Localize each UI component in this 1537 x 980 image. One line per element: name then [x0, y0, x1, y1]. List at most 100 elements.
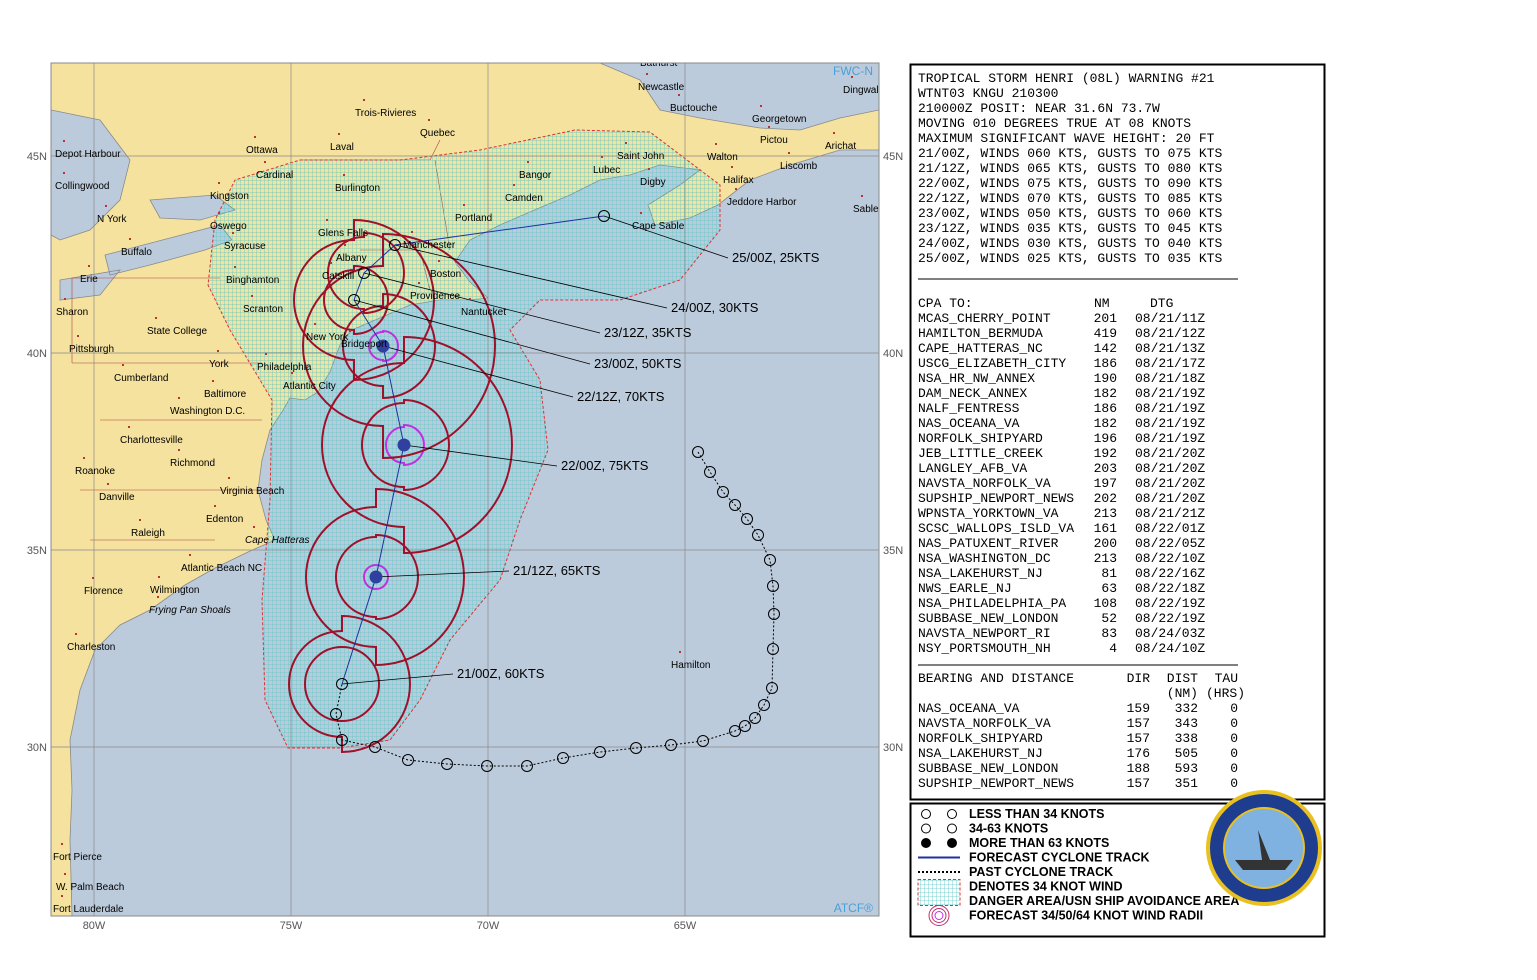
past-point: [594, 746, 606, 758]
place-dot: [105, 205, 107, 207]
panel-text: NAVSTA_NORFOLK_VA: [918, 716, 1051, 731]
place-label: Walton: [707, 152, 738, 163]
lon-label: 70W: [477, 920, 500, 932]
panel-text: 52: [1101, 611, 1117, 626]
radius-34: [304, 487, 466, 667]
places: FWC-N ATCF® Bathurst Newcastle Trois-Riviere…: [53, 49, 879, 915]
place-label: W. Palm Beach: [56, 882, 124, 893]
place-dot: [63, 140, 65, 142]
forecast-point: [389, 239, 401, 251]
place-label: Quebec: [420, 128, 455, 139]
panel-text: 186: [1094, 356, 1117, 371]
place-label: Philadelphia: [257, 362, 312, 373]
legend-label: 34-63 KNOTS: [969, 822, 1048, 836]
panel-text: 08/21/19Z: [1135, 431, 1205, 446]
place-label: Pictou: [760, 135, 788, 146]
place-label: Jeddore Harbor: [727, 197, 797, 208]
place-label: Saint John: [617, 151, 664, 162]
place-dot: [646, 73, 648, 75]
place-dot: [265, 353, 267, 355]
panel-text: 08/22/19Z: [1135, 611, 1205, 626]
panel-text: 186: [1094, 401, 1117, 416]
place-label: Atlantic City: [283, 381, 336, 392]
place-dot: [625, 142, 627, 144]
forecast-point: [336, 678, 348, 690]
place-dot: [768, 126, 770, 128]
panel-text: 0: [1230, 716, 1238, 731]
past-point: [717, 486, 729, 498]
place-label: Syracuse: [224, 241, 266, 252]
panel-text: 08/22/19Z: [1135, 596, 1205, 611]
panel-text: 0: [1230, 701, 1238, 716]
place-dot: [75, 633, 77, 635]
past-point: [704, 466, 716, 478]
lon-label: 75W: [280, 920, 303, 932]
panel-text: 24/00Z, WINDS 030 KTS, GUSTS TO 040 KTS: [918, 236, 1222, 251]
past-point: [557, 752, 569, 764]
place-label: Manchester: [403, 240, 456, 251]
place-dot: [178, 397, 180, 399]
past-point: [766, 682, 778, 694]
place-label: Boston: [430, 269, 461, 280]
legend-symbol: [921, 809, 931, 819]
place-label: Depot Harbour: [55, 149, 121, 160]
panel-text: 08/21/12Z: [1135, 326, 1205, 341]
past-point: [630, 742, 642, 754]
panel-text: 593: [1175, 761, 1198, 776]
place-dot: [189, 554, 191, 556]
forecast-label: 22/00Z, 75KTS: [561, 458, 649, 473]
panel-text: 83: [1101, 626, 1117, 641]
place-dot: [326, 219, 328, 221]
forecast-track: 21/00Z, 60KTS 21/12Z, 65KTS 22/00Z, 75KTS 2…: [336, 210, 820, 690]
place-label: Danville: [99, 492, 135, 503]
panel-text: WTNT03 KNGU 210300: [918, 86, 1058, 101]
place-dot: [122, 364, 124, 366]
place-dot: [251, 295, 253, 297]
place-label: Fort Lauderdale: [53, 904, 124, 915]
place-dot: [363, 99, 365, 101]
place-dot: [128, 426, 130, 428]
panel-text: 81: [1101, 566, 1117, 581]
forecast-point: [598, 210, 610, 222]
place-label: Erie: [80, 274, 98, 285]
panel-text: NAVSTA_NEWPORT_RI: [918, 626, 1051, 641]
panel-text: 08/22/01Z: [1135, 521, 1205, 536]
panel-text: 25/00Z, WINDS 025 KTS, GUSTS TO 035 KTS: [918, 251, 1222, 266]
panel-text: TROPICAL STORM HENRI (08L) WARNING #21: [918, 71, 1215, 86]
past-point: [758, 699, 770, 711]
panel-text: (HRS): [1206, 686, 1245, 701]
panel-text: JEB_LITTLE_CREEK: [918, 446, 1043, 461]
axis-labels: 80W 75W 70W 65W 45N 45N 40N 40N 35N 35N 30N 30N: [27, 151, 903, 932]
place-label: Florence: [84, 586, 123, 597]
place-dot: [648, 49, 650, 51]
panel-text: 202: [1094, 491, 1117, 506]
place-label: Raleigh: [131, 528, 165, 539]
legend-label: DENOTES 34 KNOT WIND: [969, 880, 1123, 894]
panel-text: 188: [1127, 761, 1150, 776]
place-label: Georgetown: [752, 114, 806, 125]
place-label: Newcastle: [638, 82, 685, 93]
place-label: Cape Hatteras: [245, 535, 309, 546]
place-label: Cumberland: [114, 373, 168, 384]
panel-text: MOVING 010 DEGREES TRUE AT 08 KNOTS: [918, 116, 1191, 131]
place-label: New York: [306, 332, 349, 343]
panel-text: 351: [1175, 776, 1199, 791]
panel-text: 22/00Z, WINDS 075 KTS, GUSTS TO 090 KTS: [918, 176, 1222, 191]
lon-label: 65W: [674, 920, 697, 932]
forecast-label: 22/12Z, 70KTS: [577, 389, 665, 404]
panel-text: TAU: [1215, 671, 1238, 686]
place-label: Buffalo: [121, 247, 152, 258]
panel-text: 21/12Z, WINDS 065 KTS, GUSTS TO 080 KTS: [918, 161, 1222, 176]
wind-radii: [287, 218, 514, 754]
past-point: [697, 735, 709, 747]
panel-text: NAS_PATUXENT_RIVER: [918, 536, 1059, 551]
leader-line: [382, 345, 574, 398]
panel-text: 157: [1127, 716, 1150, 731]
panel-text: USCG_ELIZABETH_CITY: [918, 356, 1066, 371]
place-dot: [61, 843, 63, 845]
place-label: Nantucket: [461, 307, 506, 318]
leader-line: [353, 299, 591, 365]
place-label: Sable: [853, 204, 879, 215]
panel-text: 08/21/19Z: [1135, 386, 1205, 401]
lat-label: 40N: [27, 348, 47, 360]
